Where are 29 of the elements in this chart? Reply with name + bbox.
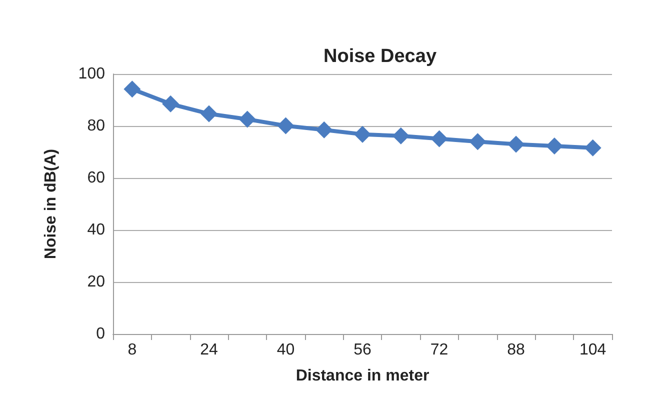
x-tick-label: 88 xyxy=(507,342,526,358)
y-tick-label: 40 xyxy=(87,222,106,238)
y-axis-title: Noise in dB(A) xyxy=(42,148,60,260)
y-tick-label: 80 xyxy=(87,118,106,134)
point xyxy=(162,95,180,112)
point xyxy=(354,126,371,143)
point xyxy=(200,105,218,122)
x-tick-label: 72 xyxy=(430,342,448,358)
y-tick-label: 20 xyxy=(87,274,106,290)
x-tick-label: 24 xyxy=(200,342,218,358)
x-tick-label: 104 xyxy=(579,342,606,358)
point xyxy=(546,138,563,155)
chart-title: Noise Decay xyxy=(323,46,437,67)
point xyxy=(508,136,525,153)
point xyxy=(124,80,141,98)
point xyxy=(584,139,602,156)
x-axis-title: Distance in meter xyxy=(296,368,430,384)
point xyxy=(392,127,410,144)
x-tick-label: 8 xyxy=(128,342,137,358)
point xyxy=(277,117,294,134)
x-tick-label: 56 xyxy=(354,342,372,358)
point xyxy=(238,110,256,128)
y-tick-label: 60 xyxy=(87,170,106,186)
point xyxy=(316,121,333,138)
y-tick-label: 100 xyxy=(78,66,106,82)
point xyxy=(430,130,448,148)
y-tick-label: 0 xyxy=(96,326,106,342)
point xyxy=(469,133,486,150)
x-tick-label: 40 xyxy=(276,342,295,358)
